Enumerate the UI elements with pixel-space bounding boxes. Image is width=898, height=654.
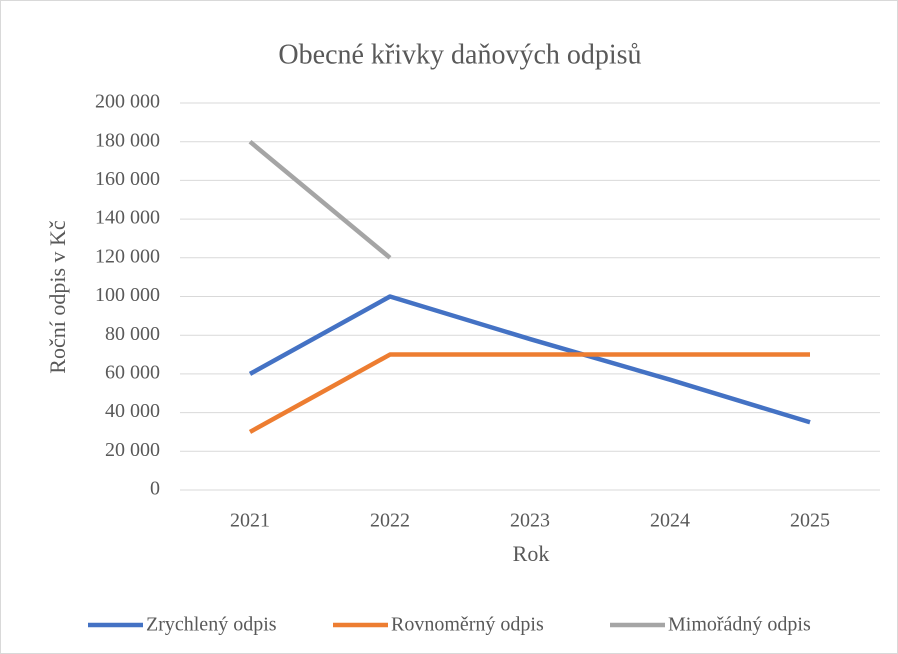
series-line [248,139,392,260]
y-tick-label: 200 000 [95,91,160,113]
y-tick-label: 80 000 [105,323,160,345]
x-tick-label: 2021 [230,510,270,532]
y-tick-label: 180 000 [95,129,160,151]
y-axis-label: Roční odpis v Kč [45,220,70,374]
y-tick-label: 60 000 [105,361,160,383]
y-tick-label: 40 000 [105,400,160,422]
x-tick-label: 2022 [370,510,410,532]
series-line [248,352,810,434]
chart-title: Obecné křivky daňových odpisů [278,39,641,70]
y-tick-label: 0 [150,478,160,500]
legend-label: Zrychlený odpis [146,614,277,636]
series-line [248,294,811,425]
y-tick-label: 140 000 [95,207,160,229]
y-tick-label: 100 000 [95,284,160,306]
legend-label: Mimořádný odpis [668,614,811,636]
x-tick-label: 2023 [510,510,550,532]
x-tick-label: 2025 [790,510,830,532]
legend-label: Rovnoměrný odpis [391,614,544,636]
x-axis-label: Rok [513,541,550,566]
x-tick-label: 2024 [650,510,690,532]
y-tick-label: 120 000 [95,245,160,267]
y-tick-label: 20 000 [105,439,160,461]
y-tick-label: 160 000 [95,168,160,190]
